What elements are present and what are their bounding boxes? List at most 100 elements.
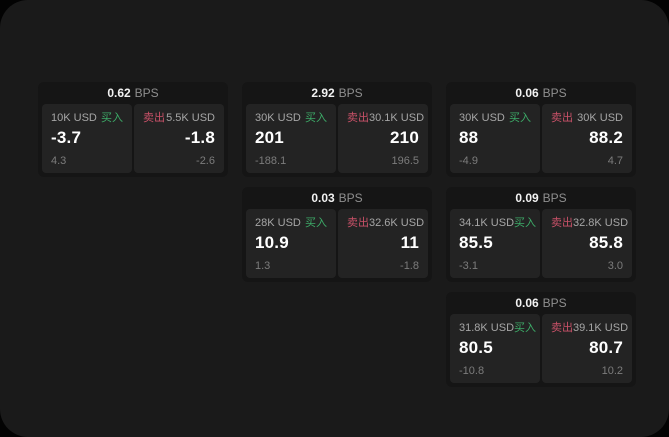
buy-price: -3.7 bbox=[51, 128, 82, 148]
quote-panels: 10K USD 买入 -3.7 4.3 卖出 5.5K USD -1.8 -2.… bbox=[38, 104, 228, 177]
quote-panels: 28K USD 买入 10.9 1.3 卖出 32.6K USD 11 -1.8 bbox=[242, 209, 432, 282]
sell-price: -1.8 bbox=[184, 128, 215, 148]
sell-amount: 32.6K USD bbox=[369, 217, 425, 229]
buy-quote-tile[interactable]: 30K USD 买入 201 -188.1 bbox=[246, 104, 336, 173]
sell-quote-tile[interactable]: 卖出 30K USD 88.2 4.7 bbox=[542, 104, 632, 173]
sell-quote-tile[interactable]: 卖出 32.6K USD 11 -1.8 bbox=[338, 209, 428, 278]
sell-quote-tile[interactable]: 卖出 39.1K USD 80.7 10.2 bbox=[542, 314, 632, 383]
sell-side-label: 卖出 bbox=[347, 112, 369, 124]
bps-value: 2.92 bbox=[311, 86, 335, 100]
sell-delta: 3.0 bbox=[607, 259, 623, 272]
buy-tile-header: 31.8K USD 买入 bbox=[459, 322, 536, 334]
card-header: 0.09 BPS bbox=[446, 187, 636, 209]
sell-amount: 30.1K USD bbox=[369, 112, 425, 124]
buy-side-label: 买入 bbox=[305, 217, 327, 229]
buy-side-label: 买入 bbox=[514, 217, 537, 229]
sell-amount: 39.1K USD bbox=[573, 322, 629, 334]
card-header: 0.06 BPS bbox=[446, 82, 636, 104]
sell-price: 210 bbox=[390, 128, 419, 148]
bps-value: 0.06 bbox=[515, 296, 539, 310]
sell-delta: 196.5 bbox=[391, 154, 419, 167]
sell-delta: 10.2 bbox=[601, 364, 623, 377]
sell-tile-header: 卖出 30K USD bbox=[551, 112, 623, 124]
quote-panels: 30K USD 买入 201 -188.1 卖出 30.1K USD 210 1… bbox=[242, 104, 432, 177]
buy-side-label: 买入 bbox=[101, 112, 123, 124]
buy-price: 201 bbox=[255, 128, 284, 148]
buy-side-label: 买入 bbox=[514, 322, 537, 334]
bps-unit-label: BPS bbox=[134, 86, 159, 100]
card-header: 0.06 BPS bbox=[446, 292, 636, 314]
sell-tile-header: 卖出 32.8K USD bbox=[551, 217, 628, 229]
card-header: 0.62 BPS bbox=[38, 82, 228, 104]
buy-price: 10.9 bbox=[255, 233, 289, 253]
card-header: 0.03 BPS bbox=[242, 187, 432, 209]
quote-card: 2.92 BPS 30K USD 买入 201 -188.1 卖出 30.1K … bbox=[242, 82, 432, 177]
buy-delta: -188.1 bbox=[255, 154, 287, 167]
sell-side-label: 卖出 bbox=[347, 217, 369, 229]
quote-card: 0.03 BPS 28K USD 买入 10.9 1.3 卖出 32.6K US… bbox=[242, 187, 432, 282]
buy-quote-tile[interactable]: 34.1K USD 买入 85.5 -3.1 bbox=[450, 209, 540, 278]
sell-quote-tile[interactable]: 卖出 32.8K USD 85.8 3.0 bbox=[542, 209, 632, 278]
sell-quote-tile[interactable]: 卖出 30.1K USD 210 196.5 bbox=[338, 104, 428, 173]
bps-value: 0.06 bbox=[515, 86, 539, 100]
bps-unit-label: BPS bbox=[542, 296, 567, 310]
buy-price: 85.5 bbox=[459, 233, 493, 253]
sell-price: 88.2 bbox=[589, 128, 623, 148]
buy-delta: 1.3 bbox=[255, 259, 271, 272]
bps-unit-label: BPS bbox=[542, 86, 567, 100]
quote-panels: 34.1K USD 买入 85.5 -3.1 卖出 32.8K USD 85.8… bbox=[446, 209, 636, 282]
buy-amount: 34.1K USD bbox=[459, 217, 515, 229]
buy-side-label: 买入 bbox=[305, 112, 327, 124]
quote-panels: 30K USD 买入 88 -4.9 卖出 30K USD 88.2 4.7 bbox=[446, 104, 636, 177]
buy-quote-tile[interactable]: 31.8K USD 买入 80.5 -10.8 bbox=[450, 314, 540, 383]
bps-unit-label: BPS bbox=[542, 191, 567, 205]
sell-price: 11 bbox=[400, 233, 419, 253]
buy-amount: 10K USD bbox=[51, 112, 97, 124]
quote-card-grid: 0.62 BPS 10K USD 买入 -3.7 4.3 卖出 5.5K USD bbox=[38, 82, 636, 387]
quote-card: 0.62 BPS 10K USD 买入 -3.7 4.3 卖出 5.5K USD bbox=[38, 82, 228, 177]
buy-delta: -3.1 bbox=[459, 259, 478, 272]
buy-quote-tile[interactable]: 28K USD 买入 10.9 1.3 bbox=[246, 209, 336, 278]
sell-delta: -1.8 bbox=[400, 259, 419, 272]
bps-unit-label: BPS bbox=[338, 86, 363, 100]
buy-quote-tile[interactable]: 10K USD 买入 -3.7 4.3 bbox=[42, 104, 132, 173]
buy-amount: 30K USD bbox=[255, 112, 301, 124]
buy-amount: 28K USD bbox=[255, 217, 301, 229]
sell-side-label: 卖出 bbox=[551, 217, 573, 229]
sell-quote-tile[interactable]: 卖出 5.5K USD -1.8 -2.6 bbox=[134, 104, 224, 173]
sell-amount: 30K USD bbox=[577, 112, 623, 124]
sell-price: 80.7 bbox=[589, 338, 623, 358]
card-header: 2.92 BPS bbox=[242, 82, 432, 104]
buy-side-label: 买入 bbox=[509, 112, 531, 124]
sell-tile-header: 卖出 39.1K USD bbox=[551, 322, 628, 334]
buy-quote-tile[interactable]: 30K USD 买入 88 -4.9 bbox=[450, 104, 540, 173]
buy-tile-header: 30K USD 买入 bbox=[459, 112, 531, 124]
sell-tile-header: 卖出 32.6K USD bbox=[347, 217, 424, 229]
bps-value: 0.03 bbox=[311, 191, 335, 205]
buy-tile-header: 10K USD 买入 bbox=[51, 112, 123, 124]
buy-amount: 30K USD bbox=[459, 112, 505, 124]
buy-price: 88 bbox=[459, 128, 479, 148]
buy-delta: -10.8 bbox=[459, 364, 485, 377]
sell-amount: 5.5K USD bbox=[166, 112, 215, 124]
sell-tile-header: 卖出 30.1K USD bbox=[347, 112, 424, 124]
sell-side-label: 卖出 bbox=[551, 322, 573, 334]
sell-delta: -2.6 bbox=[196, 154, 215, 167]
quote-card: 0.06 BPS 30K USD 买入 88 -4.9 卖出 30K USD bbox=[446, 82, 636, 177]
sell-side-label: 卖出 bbox=[551, 112, 573, 124]
buy-tile-header: 30K USD 买入 bbox=[255, 112, 327, 124]
sell-delta: 4.7 bbox=[607, 154, 623, 167]
quote-panels: 31.8K USD 买入 80.5 -10.8 卖出 39.1K USD 80.… bbox=[446, 314, 636, 387]
sell-side-label: 卖出 bbox=[143, 112, 165, 124]
quote-card: 0.06 BPS 31.8K USD 买入 80.5 -10.8 卖出 39.1… bbox=[446, 292, 636, 387]
buy-tile-header: 28K USD 买入 bbox=[255, 217, 327, 229]
sell-amount: 32.8K USD bbox=[573, 217, 629, 229]
buy-price: 80.5 bbox=[459, 338, 493, 358]
bps-unit-label: BPS bbox=[338, 191, 363, 205]
sell-tile-header: 卖出 5.5K USD bbox=[143, 112, 215, 124]
buy-amount: 31.8K USD bbox=[459, 322, 515, 334]
quote-card: 0.09 BPS 34.1K USD 买入 85.5 -3.1 卖出 32.8K… bbox=[446, 187, 636, 282]
buy-delta: -4.9 bbox=[459, 154, 478, 167]
buy-tile-header: 34.1K USD 买入 bbox=[459, 217, 536, 229]
